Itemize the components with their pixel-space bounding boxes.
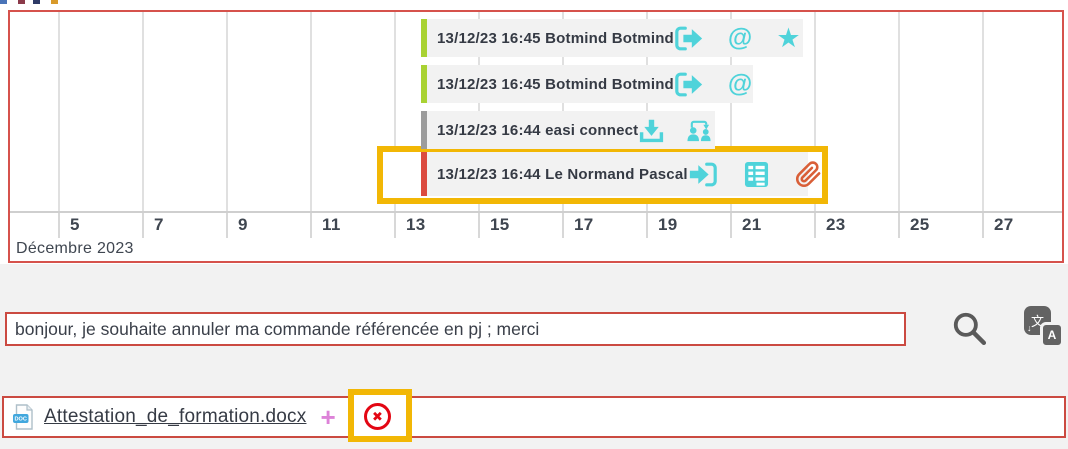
gridline [142,12,144,211]
event-author: easi connect [545,121,639,139]
star-icon[interactable]: ★ [776,22,801,53]
event-status-bar [421,152,427,196]
day-tick-label: 23 [826,215,846,234]
event-label: 13/12/23 16:44 Le Normand Pascal [437,166,688,183]
users-icon[interactable] [685,118,714,143]
event-timestamp: 13/12/23 16:45 [437,29,541,47]
gridline [394,12,396,211]
at-icon[interactable]: @ [727,69,753,98]
tick-mark [226,213,228,238]
event-timestamp: 13/12/23 16:45 [437,75,541,93]
download-icon[interactable] [638,118,665,143]
day-tick-label: 19 [658,215,678,234]
event-author: Botmind Botmind [545,29,674,47]
event-timestamp: 13/12/23 16:44 [437,121,541,139]
event-author: Le Normand Pascal [545,165,688,183]
event-status-bar [421,65,427,103]
tick-mark [478,213,480,238]
event-status-bar [421,19,427,57]
doc-badge-text: DOC [14,417,26,423]
event-status-bar [421,111,427,149]
toolbar-fragment-mark [51,0,58,4]
month-label: Décembre 2023 [16,240,134,257]
tick-mark [562,213,564,238]
add-attachment-icon[interactable]: + [320,402,336,432]
tick-mark [310,213,312,238]
day-tick-label: 25 [910,215,930,234]
event-row-le-normand-pascal[interactable]: 13/12/23 16:44 Le Normand Pascal [421,152,821,196]
translate-arrow-glyph: ↓ [1027,323,1032,333]
day-tick-label: 5 [70,215,80,234]
attachment-bar: DOC Attestation_de_formation.docx + [2,396,1066,438]
remove-x-icon: ✖ [372,409,383,424]
day-tick-label: 17 [574,215,594,234]
event-row-easi-connect[interactable]: 13/12/23 16:44 easi connect [421,111,715,149]
tick-mark [646,213,648,238]
gridline [226,12,228,211]
event-label: 13/12/23 16:44 easi connect [437,122,638,139]
tick-mark [898,213,900,238]
toolbar-fragment-mark [33,0,40,4]
paperclip-icon[interactable] [795,160,822,188]
doc-file-icon: DOC [12,404,36,430]
remove-attachment-button[interactable]: ✖ [364,403,391,430]
gridline [898,12,900,211]
gridline [310,12,312,211]
at-icon[interactable]: @ [727,23,753,52]
translate-target-glyph: A [1040,322,1064,348]
tick-mark [394,213,396,238]
day-tick-label: 15 [490,215,510,234]
event-label: 13/12/23 16:45 Botmind Botmind [437,76,674,93]
event-author: Botmind Botmind [545,75,674,93]
attachment-filename-link[interactable]: Attestation_de_formation.docx [44,406,307,427]
tick-mark [982,213,984,238]
translate-icon[interactable]: 文 ↓ A [1024,306,1064,354]
tick-mark [58,213,60,238]
event-row-botmind-2[interactable]: 13/12/23 16:45 Botmind Botmind @ [421,65,753,103]
enter-icon[interactable] [688,161,718,188]
event-label: 13/12/23 16:45 Botmind Botmind [437,30,674,47]
search-icon[interactable] [951,310,987,346]
day-tick-label: 13 [406,215,426,234]
day-tick-label: 27 [994,215,1014,234]
timeline-panel: 13/12/23 16:45 Botmind Botmind @ ★ 13/12… [8,10,1064,263]
gridline [730,12,732,211]
event-row-botmind-1[interactable]: 13/12/23 16:45 Botmind Botmind @ ★ [421,19,803,57]
forward-icon[interactable] [674,71,704,98]
gridline [814,12,816,211]
toolbar-fragment-mark [18,0,25,4]
day-tick-label: 21 [742,215,762,234]
axis-divider [10,211,1062,213]
message-input[interactable] [5,312,906,346]
gridline [58,12,60,211]
tick-mark [730,213,732,238]
day-tick-label: 9 [238,215,248,234]
day-tick-label: 7 [154,215,164,234]
tick-mark [142,213,144,238]
day-tick-label: 11 [322,215,341,234]
event-timestamp: 13/12/23 16:44 [437,165,541,183]
table-icon[interactable] [744,161,769,188]
gridline [982,12,984,211]
forward-icon[interactable] [674,25,704,52]
toolbar-fragment-mark [0,0,7,4]
tick-mark [814,213,816,238]
